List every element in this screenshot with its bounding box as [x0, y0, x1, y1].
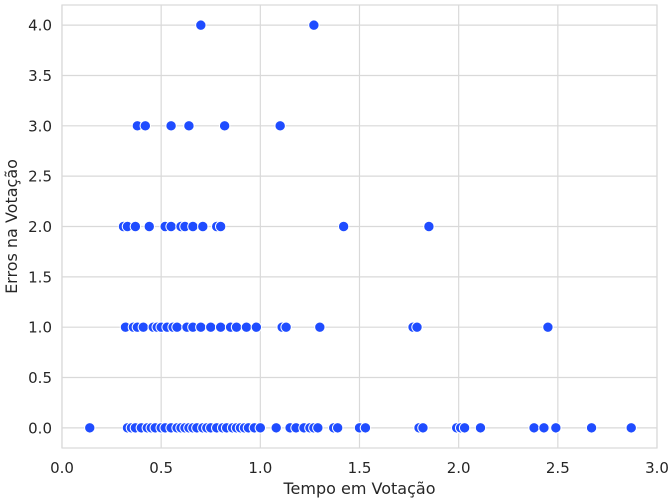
data-point [423, 220, 435, 233]
data-point [165, 220, 177, 233]
data-point [171, 321, 183, 333]
y-tick-label: 4.0 [28, 17, 52, 35]
x-tick-label: 0.0 [50, 459, 74, 477]
plot-area-frame [61, 4, 658, 449]
data-point [474, 422, 487, 434]
data-point [458, 422, 471, 434]
data-point [312, 422, 324, 434]
data-point [187, 220, 199, 233]
y-tick-label: 3.5 [28, 67, 52, 85]
y-tick-label: 3.0 [28, 117, 52, 135]
data-point [165, 120, 177, 132]
y-tick-label: 2.5 [28, 168, 52, 186]
data-point [411, 321, 423, 333]
data-point [197, 220, 209, 233]
data-point [137, 321, 150, 333]
data-point [230, 321, 243, 333]
data-point [254, 422, 267, 434]
x-tick-label: 1.5 [348, 459, 372, 477]
data-point [538, 422, 550, 434]
y-tick-label: 2.0 [28, 218, 52, 236]
x-tick-label: 2.0 [447, 459, 471, 477]
data-point [183, 120, 195, 132]
data-point [528, 422, 540, 434]
data-point [331, 422, 344, 434]
data-point [129, 220, 142, 233]
data-point [359, 422, 372, 434]
y-axis-ticks: 0.0 0.5 1.0 1.5 2.0 2.5 3.0 3.5 4.0 [28, 17, 52, 438]
y-tick-label: 0.5 [28, 369, 52, 387]
data-point [139, 120, 152, 132]
x-tick-label: 3.0 [645, 459, 669, 477]
x-tick-label: 2.5 [546, 459, 570, 477]
data-point [625, 422, 637, 434]
data-point [84, 422, 96, 434]
data-point [308, 19, 320, 31]
data-point [195, 19, 207, 31]
data-point [218, 120, 231, 132]
data-point [143, 220, 155, 233]
data-point [542, 321, 554, 333]
y-axis-title: Erros na Votação [2, 159, 21, 294]
data-point [314, 321, 326, 333]
data-point [270, 422, 282, 434]
data-point [274, 120, 286, 132]
data-point [240, 321, 253, 333]
data-point [417, 422, 429, 434]
data-point [585, 422, 598, 434]
x-tick-label: 0.5 [149, 459, 173, 477]
data-point [214, 321, 227, 333]
data-point [195, 321, 207, 333]
data-point [205, 321, 217, 333]
x-tick-label: 1.0 [248, 459, 272, 477]
y-tick-label: 1.0 [28, 319, 52, 337]
y-tick-label: 1.5 [28, 268, 52, 286]
x-axis-title: Tempo em Votação [283, 479, 436, 498]
data-point [550, 422, 562, 434]
data-point [280, 321, 292, 333]
data-point [214, 220, 227, 233]
y-tick-label: 0.0 [28, 419, 52, 437]
data-point [337, 220, 350, 233]
data-point [250, 321, 263, 333]
x-axis-ticks: 0.0 0.5 1.0 1.5 2.0 2.5 3.0 [50, 459, 669, 477]
data-points [84, 19, 637, 434]
